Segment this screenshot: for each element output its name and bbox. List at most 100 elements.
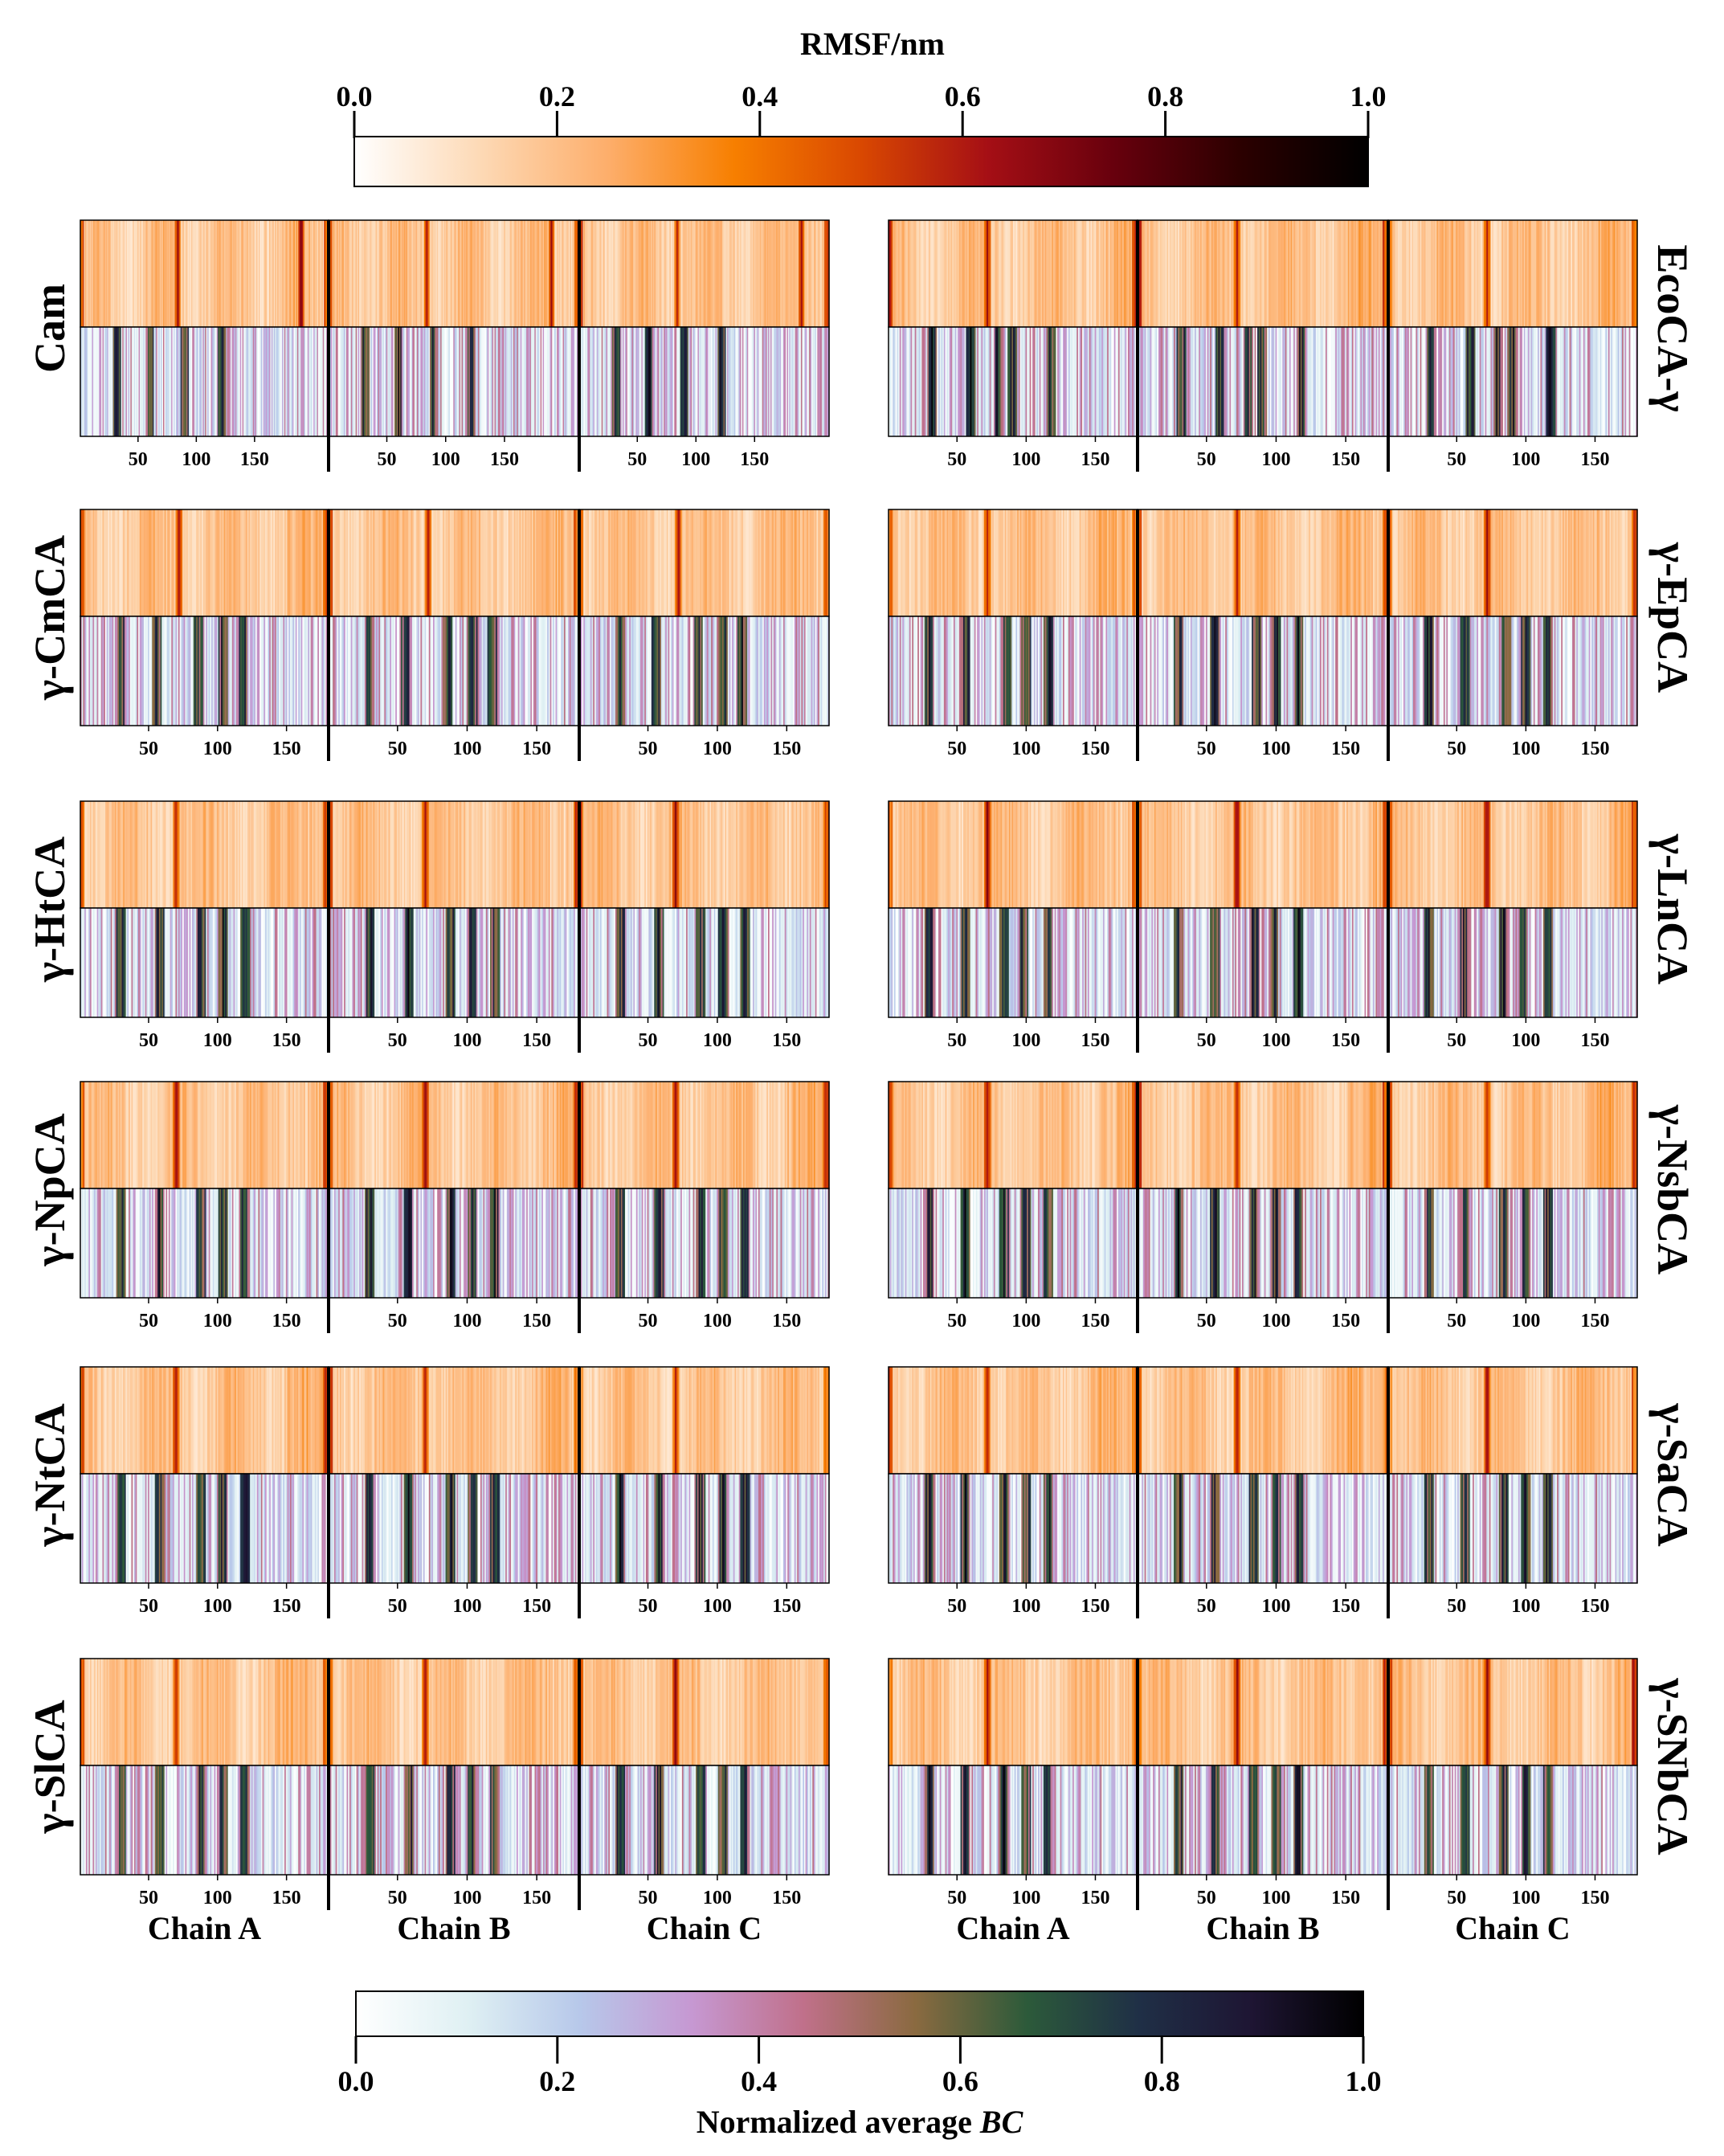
rmsf-cell: [390, 220, 393, 327]
rmsf-cell: [797, 220, 799, 327]
bc-cell: [643, 327, 646, 436]
rmsf-cell: [1381, 220, 1383, 327]
bc-cell: [1515, 327, 1518, 436]
rmsf-cell: [1595, 220, 1598, 327]
rmsf-cell: [175, 220, 178, 327]
rmsf-cell: [786, 220, 789, 327]
bc-cell: [1362, 327, 1366, 436]
rmsf-cell: [304, 220, 306, 327]
bc-cell: [952, 327, 954, 436]
rmsf-cell: [180, 220, 182, 327]
bc-cell: [1236, 327, 1239, 436]
bc-cell: [1511, 327, 1514, 436]
bc-cell: [746, 327, 749, 436]
bc-cell: [1117, 327, 1119, 436]
bc-cell: [1170, 327, 1173, 436]
rmsf-cell: [193, 220, 195, 327]
rmsf-cell: [227, 220, 229, 327]
rmsf-cell: [750, 220, 753, 327]
rmsf-cell: [1320, 220, 1322, 327]
rmsf-cell: [818, 220, 820, 327]
rmsf-cell: [717, 220, 720, 327]
bc-cell: [1018, 327, 1021, 436]
rmsf-cell: [259, 509, 262, 616]
rmsf-cell: [672, 220, 675, 327]
bc-cell: [530, 327, 533, 436]
rmsf-cell: [979, 220, 982, 327]
rmsf-cell: [639, 220, 642, 327]
bc-cell: [469, 327, 472, 436]
bc-strip: [579, 616, 830, 726]
rmsf-cell: [716, 220, 718, 327]
bc-cell: [664, 327, 666, 436]
bc-cell: [1395, 327, 1397, 436]
rmsf-cell: [156, 220, 158, 327]
rmsf-cell: [235, 509, 239, 616]
rmsf-cell: [596, 220, 598, 327]
bc-cell: [1121, 327, 1123, 436]
rmsf-cell: [262, 220, 264, 327]
rmsf-cell: [1577, 220, 1580, 327]
bc-cell: [979, 327, 982, 436]
rmsf-cell: [1008, 220, 1011, 327]
bc-cell: [688, 327, 690, 436]
bc-cell: [309, 327, 312, 436]
rmsf-cell: [158, 220, 161, 327]
rmsf-cell: [1290, 220, 1293, 327]
bc-cell: [1563, 327, 1567, 436]
rmsf-cell: [807, 220, 810, 327]
rmsf-cell: [260, 509, 264, 616]
rmsf-cell: [116, 509, 118, 616]
rmsf-cell: [1385, 220, 1387, 327]
bc-cell: [1628, 327, 1631, 436]
rmsf-cell: [267, 220, 269, 327]
rmsf-cell: [1523, 220, 1526, 327]
rmsf-cell: [436, 220, 439, 327]
rmsf-cell: [707, 220, 709, 327]
bc-cell: [668, 327, 671, 436]
rmsf-cell: [1473, 220, 1475, 327]
rmsf-cell: [83, 509, 85, 616]
rmsf-cell: [114, 509, 117, 616]
bc-cell: [1411, 327, 1414, 436]
rmsf-cell: [1623, 220, 1626, 327]
rmsf-cell: [1391, 220, 1393, 327]
rmsf-cell: [285, 509, 288, 616]
bc-cell: [1364, 327, 1367, 436]
rmsf-cell: [710, 220, 713, 327]
rmsf-cell: [400, 220, 402, 327]
bc-cell: [792, 327, 795, 436]
rmsf-cell: [170, 220, 172, 327]
rmsf-cell: [105, 220, 108, 327]
bc-cell: [777, 327, 779, 436]
residue-tick-label: 50: [639, 738, 658, 759]
bc-cell: [660, 327, 662, 436]
rmsf-cell: [1090, 220, 1093, 327]
bc-cell: [159, 327, 161, 436]
bc-cell: [1613, 327, 1616, 436]
bc-cell: [608, 327, 611, 436]
rmsf-cell: [1021, 220, 1023, 327]
bc-cell: [283, 327, 285, 436]
bc-cell: [368, 327, 370, 436]
bc-cell: [998, 327, 1000, 436]
bc-cell: [172, 327, 174, 436]
rmsf-cell: [1582, 220, 1584, 327]
bc-cell: [1153, 327, 1155, 436]
rmsf-cell: [535, 220, 537, 327]
bc-cell: [505, 327, 507, 436]
bc-cell: [251, 327, 254, 436]
bc-cell: [533, 327, 535, 436]
bc-cell: [1191, 327, 1194, 436]
bc-cell: [948, 327, 950, 436]
bc-cell: [563, 327, 566, 436]
rmsf-cell: [948, 220, 950, 327]
bc-cell: [153, 327, 156, 436]
rmsf-cell: [565, 220, 567, 327]
bc-cell: [427, 327, 430, 436]
bc-cell: [1215, 327, 1218, 436]
bc-cell: [431, 327, 433, 436]
bc-cell: [227, 327, 229, 436]
rmsf-cell: [1113, 220, 1115, 327]
bc-cell: [1159, 327, 1162, 436]
